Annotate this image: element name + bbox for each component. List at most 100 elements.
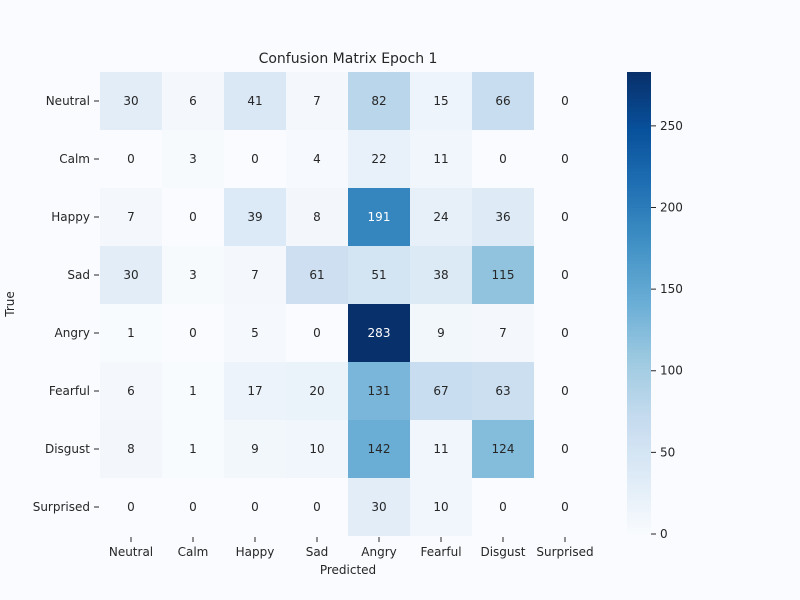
colorbar-segment <box>627 164 651 169</box>
heatmap-cell <box>348 420 410 478</box>
heatmap-cell <box>286 304 348 362</box>
colorbar-segment <box>627 293 651 297</box>
colorbar-segment <box>627 72 651 76</box>
heatmap-cell <box>100 362 162 420</box>
colorbar-segment <box>627 319 651 324</box>
heatmap-cell <box>534 188 596 246</box>
colorbar-segment <box>627 154 651 159</box>
colorbar-segment <box>627 227 651 231</box>
colorbar-segment <box>627 270 651 274</box>
colorbar-segment <box>627 507 651 512</box>
colorbar-segment <box>627 118 651 123</box>
y-tick-label: Angry <box>55 326 90 340</box>
y-tick-label: Calm <box>59 152 90 166</box>
colorbar-tick-label: 200 <box>660 200 683 214</box>
colorbar-segment <box>627 233 651 238</box>
colorbar-segment <box>627 369 651 373</box>
x-tick-label: Disgust <box>480 545 525 559</box>
colorbar-segment <box>627 514 651 519</box>
heatmap-cell <box>162 130 224 188</box>
heatmap-cell <box>100 130 162 188</box>
x-tick-label: Happy <box>236 545 275 559</box>
colorbar-segment <box>627 246 651 251</box>
colorbar-segment <box>627 501 651 505</box>
colorbar-segment <box>627 491 651 495</box>
cell-value-label: 6 <box>127 384 135 398</box>
colorbar-segment <box>627 151 651 156</box>
colorbar-segment <box>627 256 651 261</box>
heatmap-cell <box>472 246 534 304</box>
y-tick-label: Neutral <box>46 94 90 108</box>
colorbar-segment <box>627 520 651 525</box>
cell-value-label: 7 <box>313 94 321 108</box>
colorbar-segment <box>627 418 651 423</box>
colorbar-segment <box>627 349 651 354</box>
cell-value-label: 67 <box>433 384 448 398</box>
cell-value-label: 0 <box>251 152 259 166</box>
colorbar-segment <box>627 497 651 502</box>
colorbar-segment <box>627 217 651 222</box>
heatmap-cell <box>410 72 472 130</box>
heatmap-cell <box>534 362 596 420</box>
heatmap-cell <box>100 478 162 536</box>
cell-value-label: 0 <box>127 152 135 166</box>
heatmap-cell <box>472 72 534 130</box>
heatmap-cell <box>286 188 348 246</box>
colorbar-segment <box>627 237 651 241</box>
colorbar-segment <box>627 385 651 390</box>
colorbar-segment <box>627 438 651 443</box>
colorbar-segment <box>627 200 651 205</box>
cell-value-label: 39 <box>247 210 262 224</box>
heatmap-cells: 30 6 41 7 82 15 66 00 3 0 4 22 11 0 07 0 39 8 191 24 36 030 3 7… <box>100 72 596 536</box>
colorbar-segment <box>627 451 651 456</box>
colorbar-tick-label: 250 <box>660 119 683 133</box>
x-tick-label: Calm <box>178 545 209 559</box>
colorbar-segment <box>627 260 651 264</box>
colorbar-segment <box>627 98 651 103</box>
heatmap-cell <box>224 478 286 536</box>
cell-value-label: 115 <box>492 268 515 282</box>
heatmap-cell <box>100 72 162 130</box>
cell-value-label: 0 <box>561 442 569 456</box>
cell-value-label: 7 <box>499 326 507 340</box>
colorbar-segment <box>627 220 651 225</box>
heatmap-cell <box>472 362 534 420</box>
colorbar-segment <box>627 471 651 476</box>
cell-value-label: 38 <box>433 268 448 282</box>
colorbar-segment <box>627 105 651 109</box>
colorbar-segment <box>627 372 651 377</box>
heatmap-cell <box>286 478 348 536</box>
colorbar-segment <box>627 342 651 347</box>
colorbar-segment <box>627 263 651 268</box>
colorbar-segment <box>627 134 651 139</box>
cell-value-label: 8 <box>313 210 321 224</box>
colorbar-segment <box>627 147 651 152</box>
colorbar-segment <box>627 326 651 330</box>
heatmap-cell <box>410 420 472 478</box>
heatmap-cell <box>100 246 162 304</box>
heatmap-cell <box>162 304 224 362</box>
colorbar-segment <box>627 190 651 195</box>
colorbar-segment <box>627 395 651 400</box>
colorbar-segment <box>627 375 651 380</box>
cell-value-label: 0 <box>561 210 569 224</box>
colorbar-segment <box>627 527 651 532</box>
colorbar-segment <box>627 464 651 469</box>
cell-value-label: 0 <box>189 326 197 340</box>
colorbar-segment <box>627 431 651 436</box>
cell-value-label: 124 <box>492 442 515 456</box>
cell-value-label: 24 <box>433 210 448 224</box>
cell-value-label: 3 <box>189 268 197 282</box>
cell-value-label: 17 <box>247 384 262 398</box>
colorbar-segment <box>627 382 651 387</box>
x-tick-label: Sad <box>306 545 329 559</box>
y-tick-label: Happy <box>51 210 90 224</box>
colorbar-segment <box>627 230 651 235</box>
colorbar-segment <box>627 121 651 126</box>
colorbar-segment <box>627 441 651 446</box>
cell-value-label: 30 <box>123 94 138 108</box>
colorbar-segment <box>627 138 651 142</box>
cell-value-label: 11 <box>433 152 448 166</box>
heatmap-cell <box>348 188 410 246</box>
